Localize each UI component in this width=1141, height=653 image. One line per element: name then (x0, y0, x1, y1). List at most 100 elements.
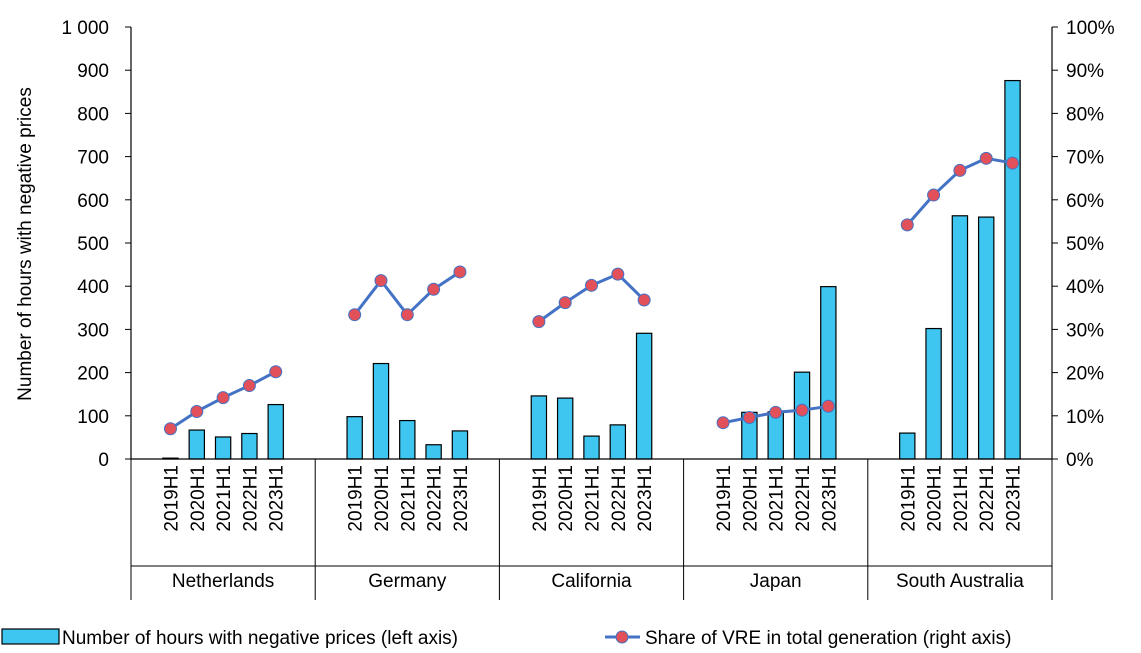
legend-line-marker (615, 630, 629, 644)
group-label: Germany (368, 571, 447, 592)
line-point (611, 267, 625, 281)
line-point (927, 188, 941, 202)
period-label: 2019H1 (161, 465, 182, 532)
period-label: 2020H1 (556, 465, 577, 532)
legend-bar-swatch (1, 628, 60, 645)
period-label: 2023H1 (267, 465, 288, 532)
left-axis-tick-label: 400 (77, 277, 109, 298)
bar (188, 429, 206, 460)
line-point (979, 151, 993, 165)
period-label: 2019H1 (898, 465, 919, 532)
left-axis-tick-label: 0 (98, 450, 109, 471)
line-point (585, 278, 598, 292)
period-label: 2022H1 (425, 465, 446, 532)
line-point (427, 282, 441, 296)
line-point (348, 308, 362, 322)
bar (1004, 79, 1021, 460)
period-label: 2020H1 (740, 465, 761, 532)
bar (214, 436, 232, 460)
legend-line-label: Share of VRE in total generation (right … (645, 628, 1011, 649)
period-label: 2023H1 (635, 465, 656, 532)
line-point (532, 315, 546, 329)
right-axis-ticks: 0% 10% 20% 30% 40% 50% 60% 70% 80% 90% 100% (1052, 18, 1115, 471)
period-label: 2020H1 (925, 465, 946, 532)
group-label: Japan (750, 571, 802, 592)
line-point (558, 296, 572, 310)
left-axis-tick-label: 700 (77, 148, 109, 169)
bar (556, 397, 574, 460)
axes (130, 27, 1053, 460)
period-label: 2021H1 (583, 465, 604, 532)
bar (267, 403, 284, 460)
line-point (795, 403, 809, 417)
period-label: 2019H1 (346, 465, 367, 532)
line-point (821, 399, 835, 413)
right-axis-tick-label: 80% (1066, 104, 1104, 125)
right-axis-tick-label: 10% (1066, 407, 1104, 428)
period-label: 2020H1 (372, 465, 393, 532)
line-point (453, 265, 467, 279)
right-axis-tick-label: 20% (1066, 364, 1104, 385)
period-label: 2021H1 (767, 465, 788, 532)
period-label: 2022H1 (977, 465, 998, 532)
bar (346, 416, 363, 460)
period-label: 2021H1 (214, 465, 235, 532)
right-axis-tick-label: 30% (1066, 320, 1104, 341)
bar (372, 362, 390, 460)
line-point (190, 404, 204, 418)
right-axis-tick-label: 40% (1066, 277, 1104, 298)
line-point (716, 416, 730, 430)
period-label: 2023H1 (819, 465, 840, 532)
line-point (637, 293, 651, 307)
right-axis-tick-label: 0% (1066, 450, 1094, 471)
right-axis-tick-label: 100% (1066, 18, 1115, 39)
period-label: 2022H1 (793, 465, 814, 532)
left-axis-tick-label: 900 (77, 61, 109, 82)
left-axis-tick-label: 500 (77, 234, 109, 255)
left-axis-tick-label: 200 (77, 364, 109, 385)
group-label: South Australia (896, 571, 1024, 592)
bar (241, 432, 258, 460)
left-axis-ticks: 0 100 200 300 400 500 600 700 800 900 1 000 (61, 18, 131, 471)
line-series (163, 151, 1020, 436)
bar (899, 432, 916, 460)
period-label: 2021H1 (951, 465, 972, 532)
bar (977, 216, 995, 460)
period-label: 2020H1 (188, 465, 209, 532)
left-axis-tick-label: 600 (77, 191, 109, 212)
bar (583, 435, 600, 460)
line-point (769, 405, 783, 419)
bar (820, 286, 837, 460)
left-axis-tick-label: 300 (77, 320, 109, 341)
period-label: 2019H1 (530, 465, 551, 532)
period-label: 2022H1 (240, 465, 261, 532)
left-axis-tick-label: 1 000 (61, 18, 109, 39)
right-axis-tick-label: 60% (1066, 191, 1104, 212)
right-axis-tick-label: 90% (1066, 61, 1104, 82)
bar (951, 215, 969, 460)
legend-bar-label: Number of hours with negative prices (le… (62, 628, 458, 649)
bar (635, 332, 653, 460)
line-point (374, 274, 388, 288)
line-point (900, 218, 914, 232)
bar (609, 424, 627, 460)
bar (451, 430, 469, 460)
line-point (242, 379, 256, 393)
period-label: 2023H1 (1004, 465, 1025, 532)
period-label: 2019H1 (714, 465, 735, 532)
bar (530, 395, 548, 460)
left-axis-title: Number of hours with negative prices (15, 87, 36, 401)
right-axis-tick-label: 70% (1066, 148, 1104, 169)
left-axis-tick-label: 100 (77, 407, 109, 428)
bar (399, 419, 416, 460)
line-point (269, 365, 283, 379)
period-label: 2023H1 (451, 465, 472, 532)
left-axis-tick-label: 800 (77, 104, 109, 125)
group-label: Netherlands (172, 571, 274, 592)
line-point (953, 163, 967, 177)
line-point (216, 391, 230, 405)
right-axis-tick-label: 50% (1066, 234, 1104, 255)
bar (925, 327, 942, 460)
line-point (400, 308, 414, 322)
